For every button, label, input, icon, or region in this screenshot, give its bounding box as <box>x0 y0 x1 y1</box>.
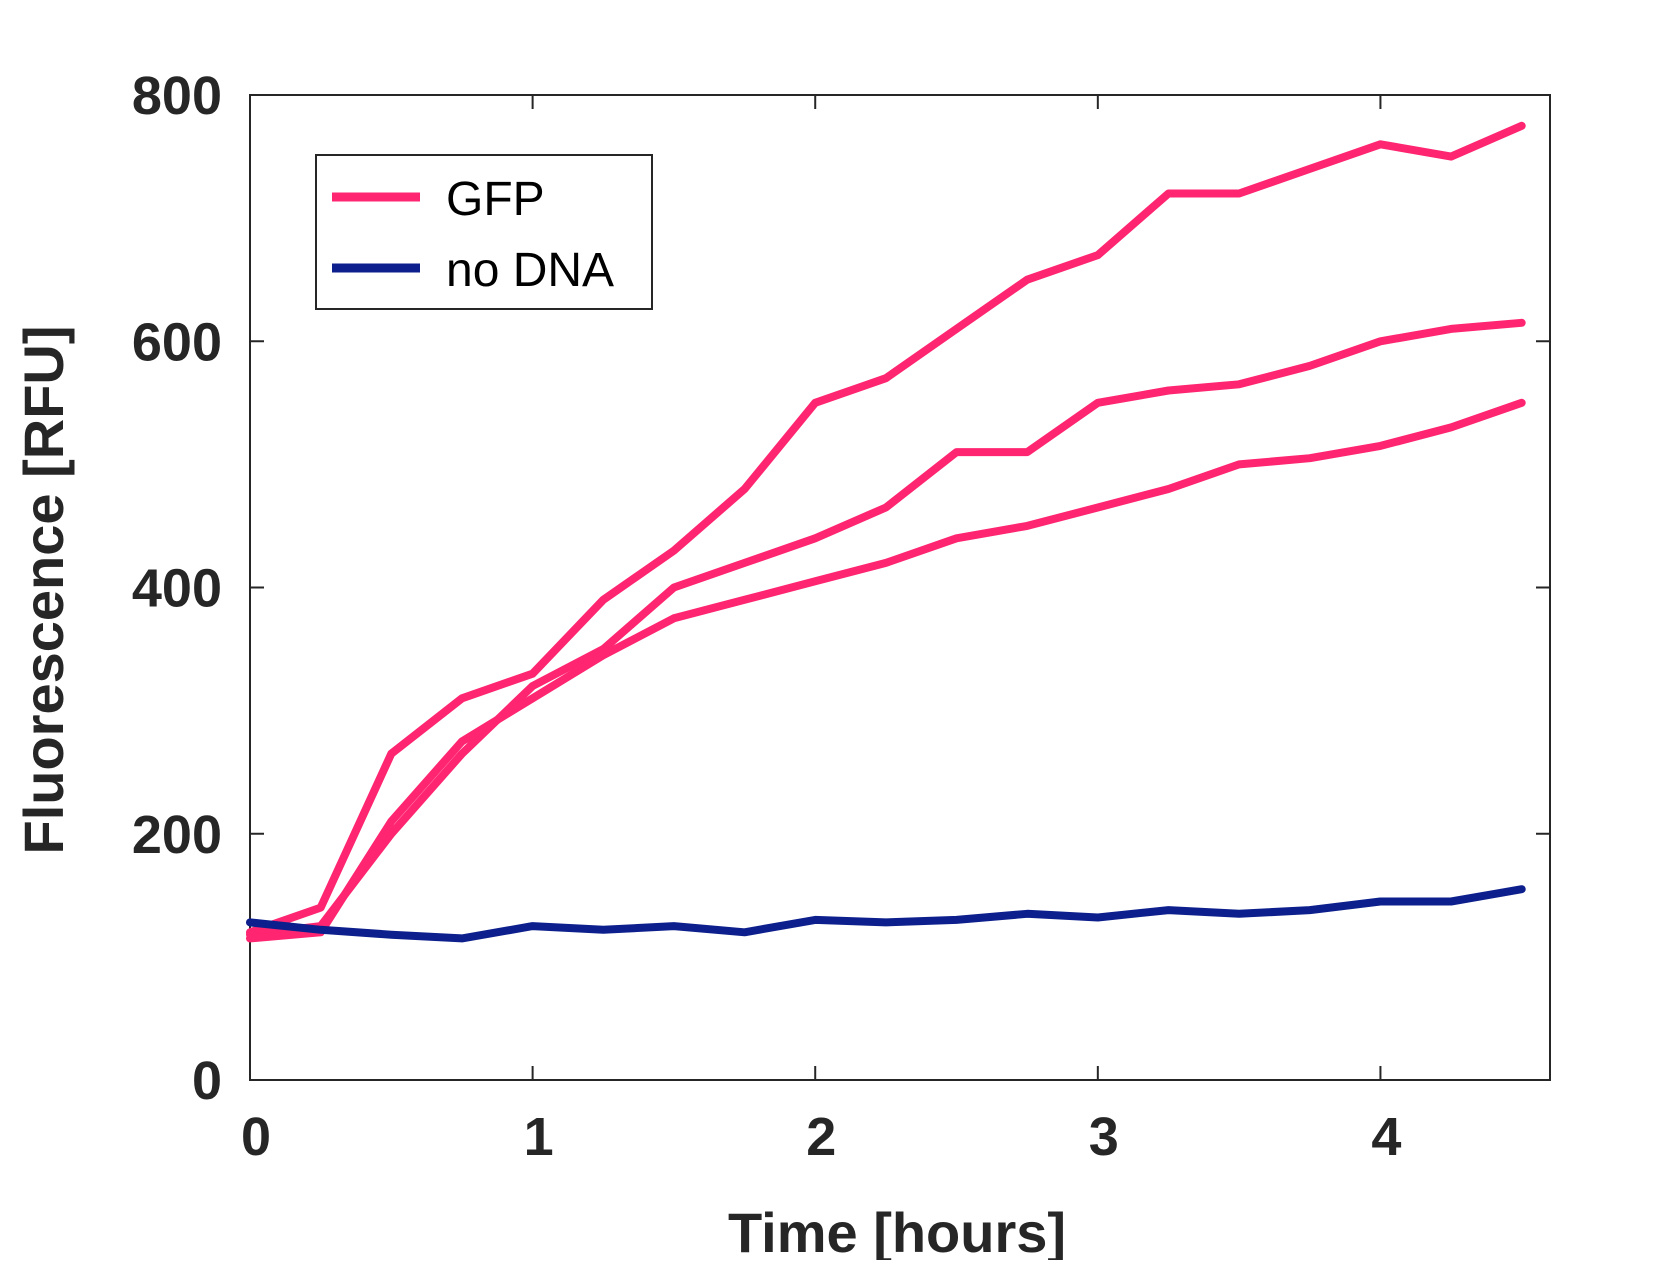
legend-box <box>315 154 653 310</box>
y-tick-label: 400 <box>132 559 222 619</box>
series-line-3 <box>246 398 1526 943</box>
series-line-1 <box>246 121 1526 937</box>
x-tick-label: 3 <box>1089 1107 1119 1167</box>
legend-label-no-dna: no DNA <box>446 244 614 297</box>
x-tick-label: 1 <box>524 1107 554 1167</box>
x-axis-label: Time [hours] <box>728 1201 1066 1260</box>
legend-label-gfp: GFP <box>446 173 545 226</box>
y-tick-label: 600 <box>132 312 222 372</box>
x-tick-label: 4 <box>1371 1107 1401 1167</box>
y-tick-label: 200 <box>132 805 222 865</box>
series-layer <box>246 121 1526 943</box>
x-tick-label: 2 <box>806 1107 836 1167</box>
y-axis-label: Fluorescence [RFU] <box>12 326 75 855</box>
y-tick-label: 0 <box>192 1051 222 1111</box>
y-tick-label: 800 <box>132 66 222 126</box>
series-line-4 <box>246 885 1526 943</box>
legend: GFP no DNA <box>315 154 653 310</box>
series-line-2 <box>246 318 1526 939</box>
x-tick-label: 0 <box>241 1107 271 1167</box>
axis-ticks: 0 1 2 3 4 0 200 400 600 800 <box>132 66 1550 1167</box>
